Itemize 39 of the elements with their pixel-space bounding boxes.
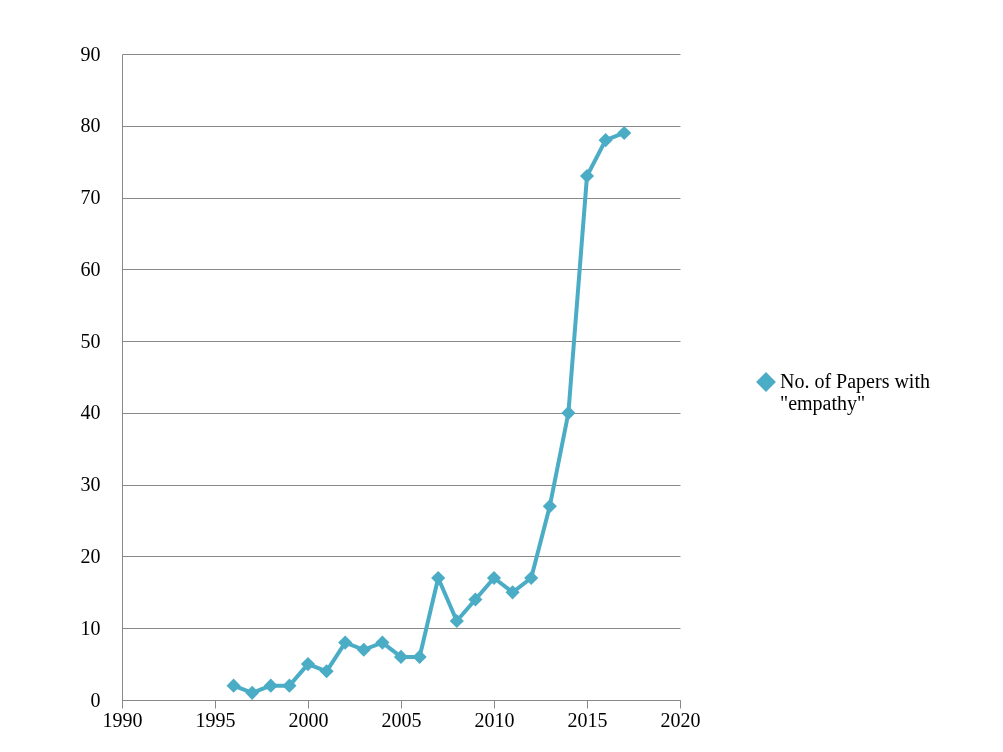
point bbox=[561, 405, 576, 420]
point bbox=[524, 570, 539, 586]
point bbox=[375, 635, 390, 650]
x-tick-label: 2000 bbox=[288, 708, 329, 731]
point bbox=[579, 168, 595, 184]
y-tick-label: 90 bbox=[80, 42, 101, 65]
point bbox=[356, 642, 371, 657]
point bbox=[245, 685, 260, 700]
y-tick-label: 40 bbox=[80, 401, 101, 424]
x-tick-label: 2020 bbox=[660, 708, 701, 731]
point bbox=[505, 585, 520, 600]
x-tick-label: 2005 bbox=[381, 708, 422, 731]
legend-label: No. of Papers with "empathy" bbox=[780, 370, 930, 415]
x-tick-label: 2010 bbox=[474, 708, 515, 731]
x-tick-label: 2015 bbox=[567, 708, 608, 731]
x-tick-label: 1995 bbox=[195, 708, 236, 731]
y-tick-label: 0 bbox=[90, 688, 101, 711]
x-tick-label: 1990 bbox=[102, 708, 143, 731]
point bbox=[598, 133, 613, 148]
point bbox=[338, 635, 353, 650]
point bbox=[486, 570, 502, 586]
y-tick-label: 10 bbox=[80, 616, 101, 639]
point bbox=[412, 649, 427, 664]
y-tick-label: 50 bbox=[80, 329, 101, 352]
point bbox=[449, 613, 464, 629]
point bbox=[617, 125, 632, 141]
point bbox=[319, 664, 334, 679]
point bbox=[263, 678, 278, 693]
point bbox=[468, 592, 483, 607]
y-tick-label: 60 bbox=[80, 257, 101, 280]
point bbox=[300, 657, 316, 672]
y-tick-label: 80 bbox=[80, 114, 101, 137]
y-tick-label: 20 bbox=[80, 544, 101, 567]
point bbox=[542, 499, 557, 514]
point bbox=[282, 678, 297, 693]
point bbox=[431, 570, 446, 586]
y-tick-label: 70 bbox=[80, 186, 101, 209]
y-tick-label: 30 bbox=[80, 473, 101, 496]
point bbox=[226, 678, 241, 693]
